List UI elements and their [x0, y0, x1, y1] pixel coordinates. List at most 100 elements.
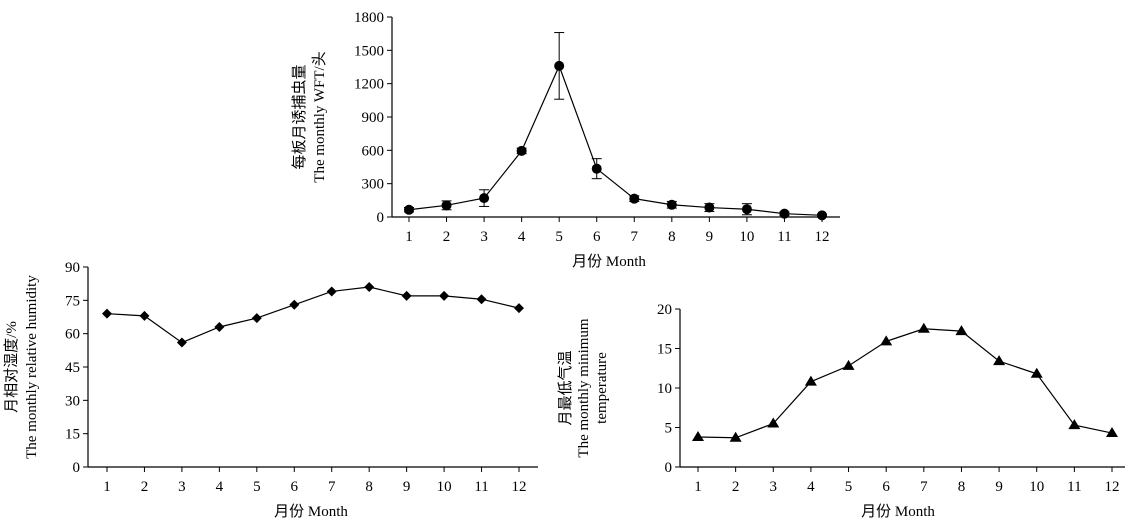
data-point	[102, 308, 112, 319]
y-tick-label: 900	[362, 110, 385, 126]
y-tick-label: 15	[657, 342, 672, 358]
data-point	[514, 303, 524, 314]
data-point	[364, 282, 375, 292]
x-axis-ticks: 1 2 3 4 5 6 7 8 9 10 11 12	[405, 217, 830, 245]
x-tick-label: 1	[103, 479, 111, 495]
data-point	[1068, 419, 1081, 430]
y-tick-label: 300	[362, 177, 385, 193]
x-tick-label: 10	[437, 479, 452, 495]
x-tick-label: 5	[845, 479, 853, 495]
y-tick-label: 45	[65, 360, 80, 376]
y-axis-title: 每板月诱捕虫量 The monthly WFT/头	[290, 51, 328, 182]
y-tick-label: 30	[65, 393, 80, 409]
x-tick-label: 5	[253, 479, 261, 495]
y-axis-title-line: 月相对湿度/%	[3, 321, 20, 413]
series-line	[408, 64, 823, 216]
data-point	[591, 163, 602, 174]
data-point	[741, 204, 752, 215]
data-point	[479, 193, 490, 204]
x-axis-ticks: 1 2 3 4 5 6 7 8 9 10 11 12	[694, 467, 1120, 495]
data-point	[476, 294, 487, 305]
data-point	[404, 204, 414, 215]
x-tick-label: 7	[631, 229, 639, 245]
data-point	[704, 202, 715, 213]
x-tick-label: 9	[995, 479, 1003, 495]
y-tick-label: 0	[73, 460, 81, 476]
data-point	[692, 430, 704, 441]
data-point	[1106, 427, 1118, 438]
data-point	[880, 335, 893, 346]
x-tick-label: 7	[328, 479, 336, 495]
y-tick-label: 0	[665, 460, 673, 476]
series-line	[106, 286, 520, 344]
x-tick-label: 3	[770, 479, 778, 495]
y-tick-label: 1500	[354, 43, 384, 59]
x-tick-label: 2	[141, 479, 149, 495]
series-humidity	[102, 282, 524, 348]
series-wft	[404, 32, 827, 221]
x-tick-label: 11	[777, 229, 791, 245]
data-point	[214, 322, 225, 332]
x-tick-label: 7	[920, 479, 928, 495]
y-axis-ticks: 0 15 30 45 60 75 90	[65, 260, 88, 476]
y-axis-ticks: 0 300 600 900 1200 1500 1800	[354, 10, 392, 226]
y-tick-label: 20	[657, 302, 672, 318]
y-axis-ticks: 0 5 10 15 20	[657, 302, 680, 476]
y-axis-title-line: 月最低气温	[557, 350, 574, 425]
data-point	[955, 325, 968, 336]
x-tick-label: 8	[958, 479, 966, 495]
x-tick-label: 9	[403, 479, 411, 495]
x-tick-label: 4	[807, 479, 815, 495]
data-point	[779, 208, 790, 219]
x-tick-label: 6	[882, 479, 890, 495]
data-point	[326, 286, 337, 297]
x-axis-title: 月份 Month	[572, 253, 646, 270]
data-point	[139, 310, 150, 321]
x-tick-label: 12	[815, 229, 830, 245]
y-tick-label: 1800	[354, 10, 384, 26]
x-tick-label: 6	[593, 229, 601, 245]
data-point	[666, 199, 677, 210]
x-tick-label: 1	[405, 229, 413, 245]
y-tick-label: 5	[665, 421, 673, 437]
y-axis-title: 月最低气温 The monthly minimum temperature	[557, 318, 610, 457]
x-tick-label: 9	[706, 229, 714, 245]
x-tick-label: 12	[1105, 479, 1120, 495]
data-point	[516, 145, 527, 156]
data-point	[993, 355, 1006, 366]
data-point	[1030, 367, 1043, 378]
x-tick-label: 10	[1029, 479, 1044, 495]
data-point	[629, 193, 640, 204]
data-point	[289, 299, 300, 310]
y-axis-title-line: The monthly minimum	[576, 318, 592, 457]
x-tick-label: 3	[480, 229, 488, 245]
y-axis-title: 月相对湿度/% The monthly relative humidity	[3, 275, 40, 459]
x-tick-label: 2	[732, 479, 740, 495]
x-tick-label: 1	[694, 479, 702, 495]
x-tick-label: 11	[1067, 479, 1081, 495]
series-line	[697, 328, 1113, 439]
series-temp	[692, 322, 1118, 442]
data-point	[804, 375, 817, 386]
y-tick-label: 60	[65, 327, 80, 343]
x-tick-label: 11	[474, 479, 488, 495]
y-axis-title-line: The monthly WFT/头	[311, 51, 328, 182]
data-point	[554, 60, 565, 71]
x-axis-title: 月份 Month	[861, 503, 935, 520]
x-tick-label: 6	[291, 479, 299, 495]
y-tick-label: 0	[377, 210, 385, 226]
y-axis-title-line: 每板月诱捕虫量	[290, 64, 308, 169]
x-tick-label: 8	[668, 229, 676, 245]
x-axis-title: 月份 Month	[274, 503, 348, 520]
x-axis-ticks: 1 2 3 4 5 6 7 8 9 10 11 12	[103, 467, 527, 495]
data-point	[439, 290, 450, 301]
y-tick-label: 90	[65, 260, 80, 276]
y-axis-title-line: The monthly relative humidity	[24, 275, 40, 459]
x-tick-label: 4	[216, 479, 224, 495]
data-point	[401, 290, 412, 301]
